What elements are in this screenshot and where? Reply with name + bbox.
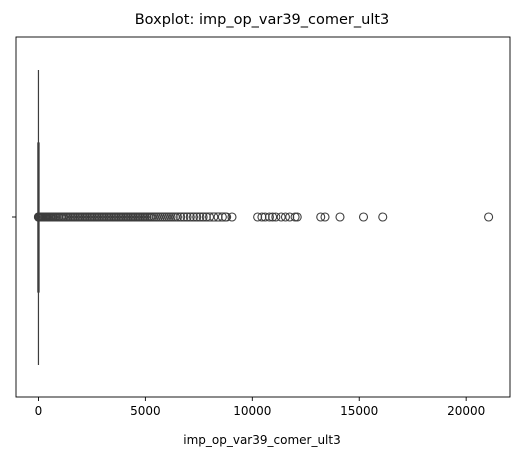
chart-title: Boxplot: imp_op_var39_comer_ult3: [135, 12, 390, 28]
outlier-point: [192, 212, 202, 222]
outlier-point: [335, 212, 345, 222]
x-tick-label: 0: [35, 404, 43, 418]
outlier-point: [280, 212, 291, 222]
outlier-point: [204, 212, 215, 222]
x-tick-label: 20000: [447, 404, 485, 418]
outlier-point: [217, 212, 227, 222]
outlier-point: [358, 212, 369, 222]
outlier-point: [221, 212, 231, 222]
outlier-point: [188, 212, 199, 222]
x-tick-label: 10000: [233, 404, 271, 418]
plot-area: [12, 36, 511, 398]
outlier-point: [182, 212, 192, 222]
outlier-point: [316, 212, 326, 222]
outlier-point: [292, 212, 302, 222]
outlier-point: [198, 212, 208, 222]
outlier-point: [176, 212, 186, 222]
outlier-point: [195, 212, 205, 222]
x-axis: 0 5000 10000 15000 20000: [35, 397, 485, 418]
x-tick-label: 15000: [340, 404, 378, 418]
outlier-point: [185, 212, 195, 222]
outlier-point: [209, 212, 219, 222]
x-tick-label: 5000: [130, 404, 161, 418]
outlier-point: [484, 212, 494, 222]
outlier-point: [268, 212, 278, 222]
outlier-point: [172, 212, 183, 222]
outlier-point: [378, 212, 388, 222]
outlier-point: [320, 212, 330, 222]
outliers: [33, 212, 494, 222]
outlier-point: [276, 212, 286, 222]
x-axis-label: imp_op_var39_comer_ult3: [183, 433, 340, 447]
outlier-point: [227, 212, 237, 222]
outlier-point: [271, 212, 281, 222]
outlier-point: [179, 212, 189, 222]
outlier-point: [264, 212, 274, 222]
